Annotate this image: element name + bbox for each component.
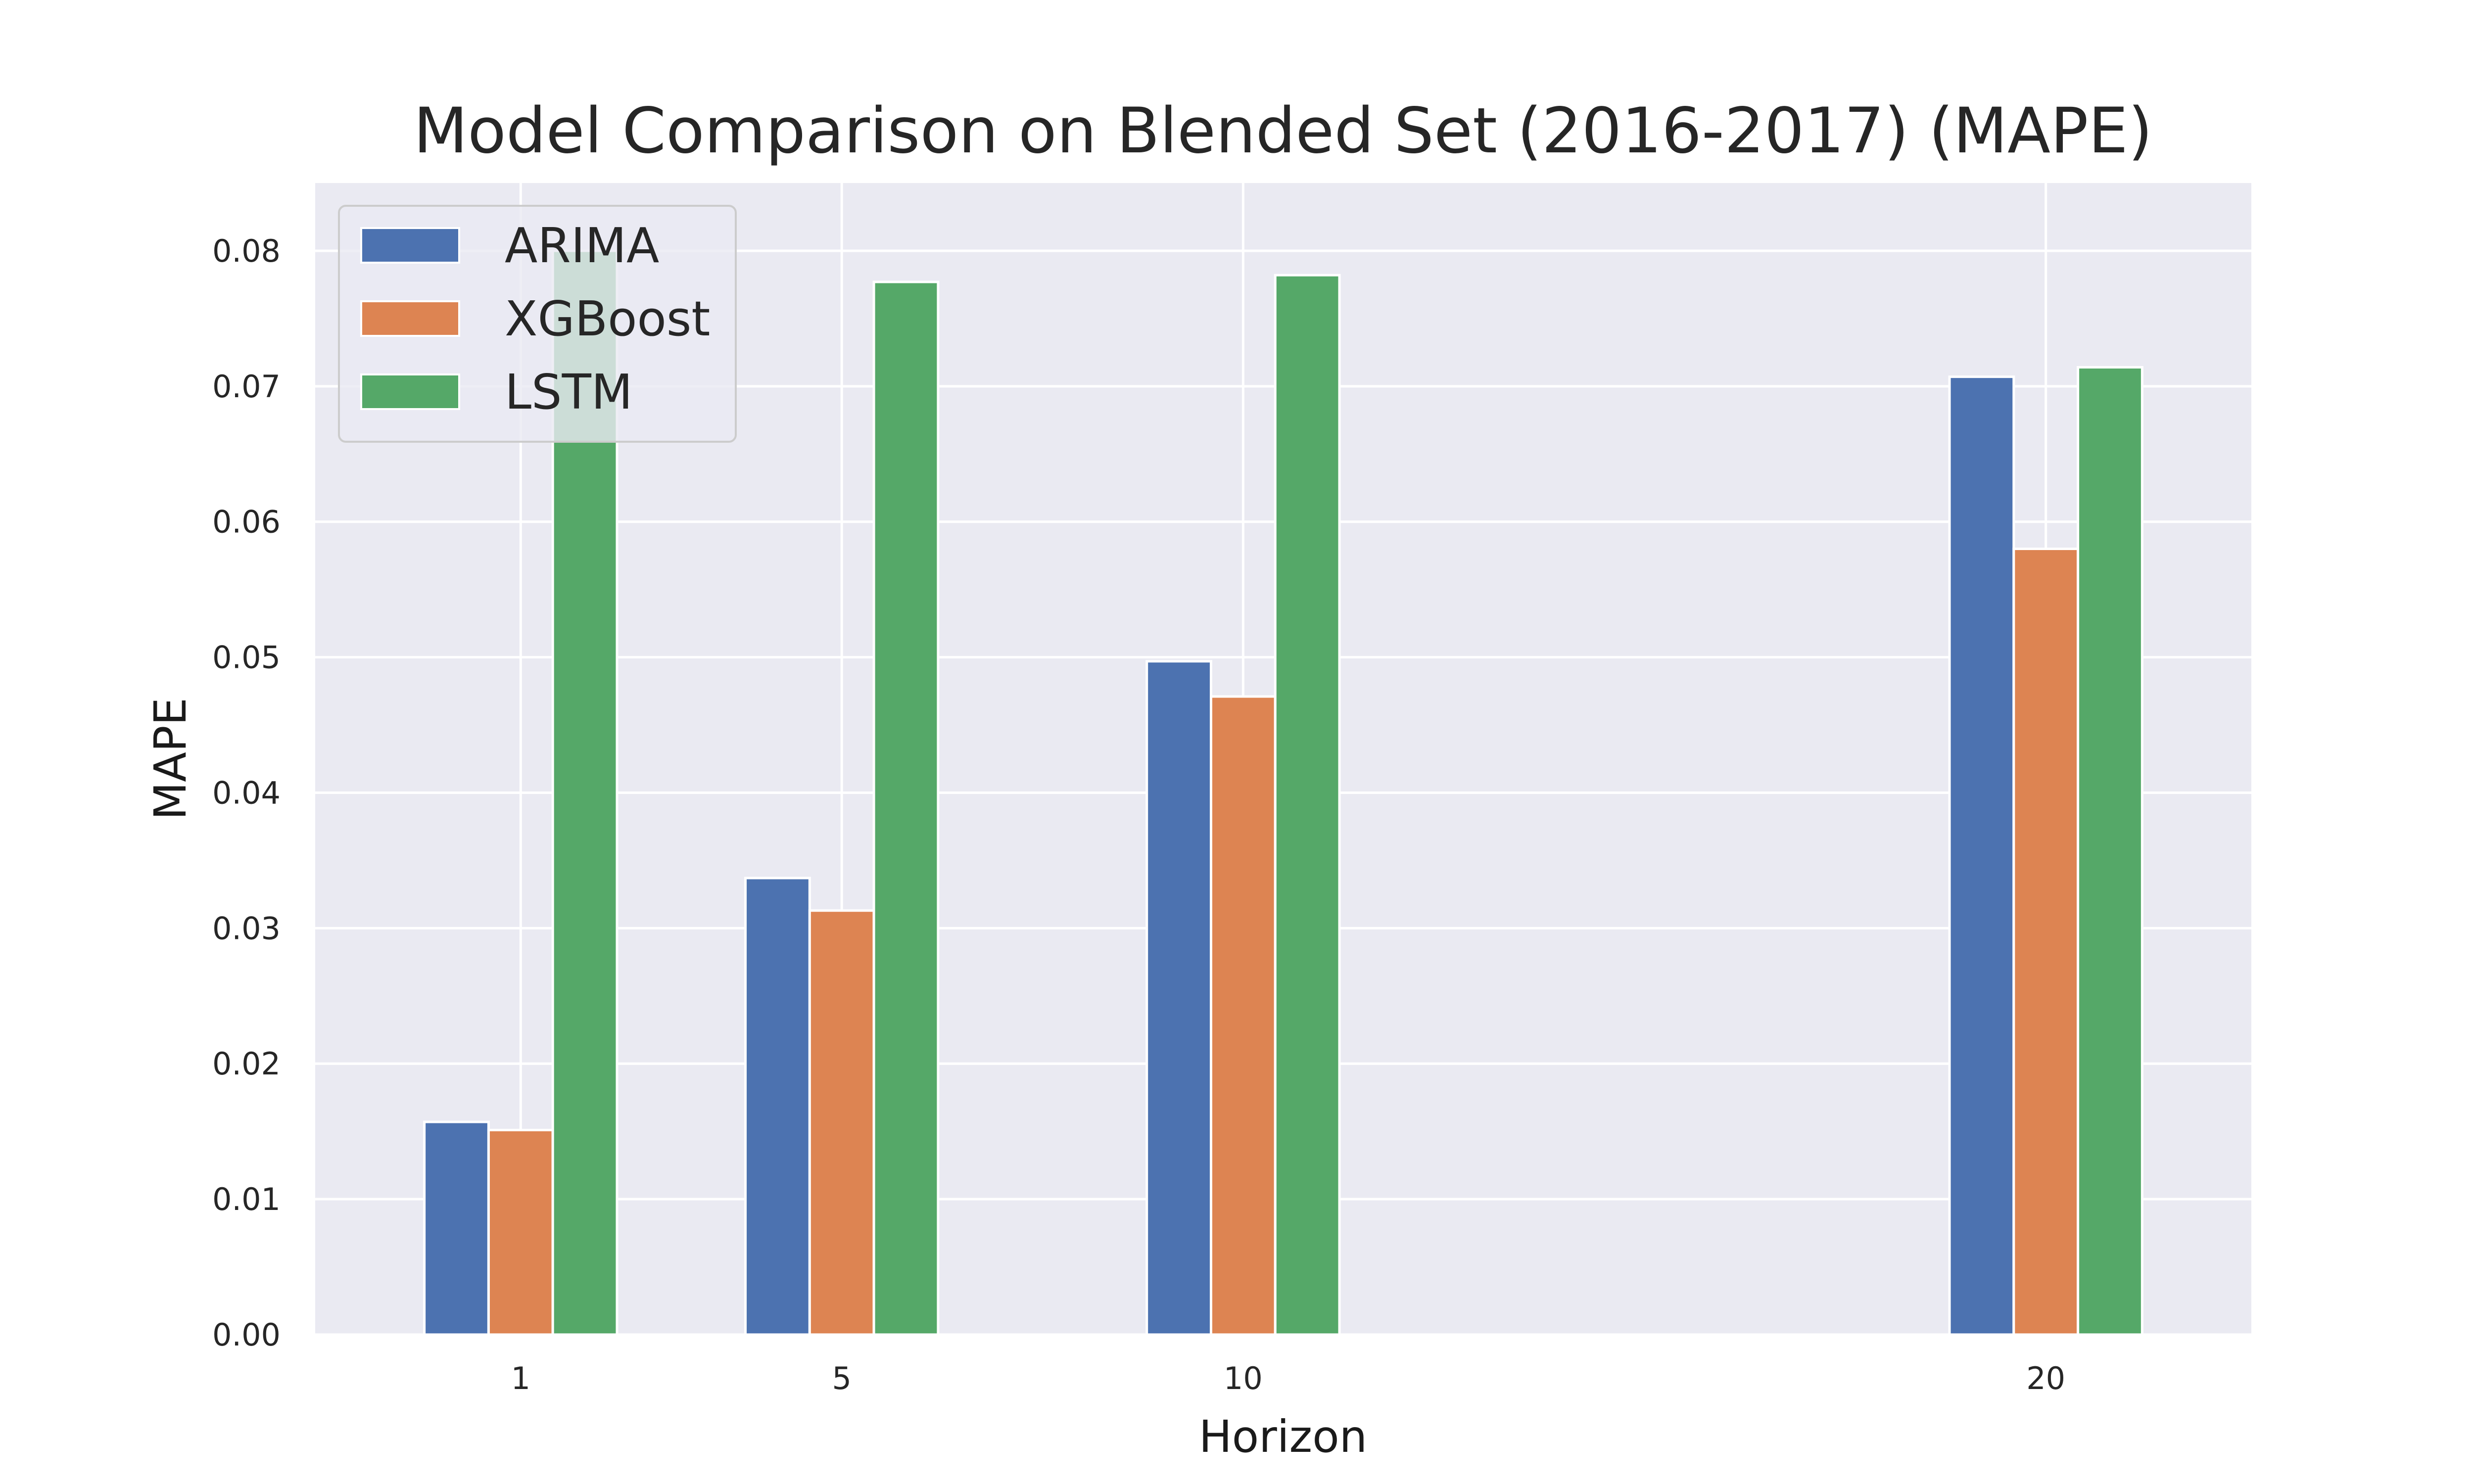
x-tick-labels: 1 5 10 20 (511, 1360, 2066, 1396)
bar-arima-20 (1948, 375, 2015, 1336)
y-tick-label: 0.02 (212, 1046, 281, 1082)
y-tick-label: 0.00 (212, 1317, 281, 1353)
chart-title: Model Comparison on Blended Set (2016-20… (414, 94, 2153, 167)
bar-xgboost-5 (808, 909, 875, 1336)
legend-items: ARIMA XGBoost LSTM (360, 218, 710, 420)
y-axis-label: MAPE (144, 697, 196, 820)
bar-arima-1 (423, 1120, 490, 1336)
bar-xgboost-20 (2012, 547, 2080, 1336)
bar-arima-10 (1145, 660, 1212, 1336)
legend-label-lstm: LSTM (505, 364, 633, 420)
y-tick-label: 0.03 (212, 910, 281, 946)
y-tick-label: 0.01 (212, 1181, 281, 1217)
x-tick-label: 10 (1224, 1360, 1263, 1396)
x-tick-label: 5 (832, 1360, 852, 1396)
bar-lstm-5 (872, 280, 940, 1336)
bar-xgboost-10 (1209, 695, 1277, 1336)
y-tick-labels: 0.00 0.01 0.02 0.03 0.04 0.05 0.06 0.07 0.08 (212, 233, 281, 1353)
legend-swatch-arima (360, 227, 460, 264)
bar-xgboost-1 (487, 1128, 554, 1336)
y-tick-label: 0.08 (212, 233, 281, 269)
y-tick-label: 0.05 (212, 640, 281, 676)
bar-lstm-20 (2077, 366, 2143, 1336)
bar-lstm-10 (1274, 274, 1341, 1336)
legend-label-xgboost: XGBoost (505, 291, 710, 347)
legend: ARIMA XGBoost LSTM (338, 205, 737, 443)
x-tick-label: 20 (2026, 1360, 2065, 1396)
y-tick-label: 0.07 (212, 369, 281, 405)
x-axis-label: Horizon (1199, 1411, 1367, 1462)
y-tick-label: 0.04 (212, 775, 281, 811)
legend-swatch-xgboost (360, 300, 460, 337)
x-tick-label: 1 (511, 1360, 530, 1396)
bars (423, 249, 2143, 1336)
bar-arima-5 (744, 877, 811, 1336)
legend-label-arima: ARIMA (505, 218, 659, 274)
legend-swatch-lstm (360, 373, 460, 410)
y-tick-label: 0.06 (212, 504, 281, 540)
